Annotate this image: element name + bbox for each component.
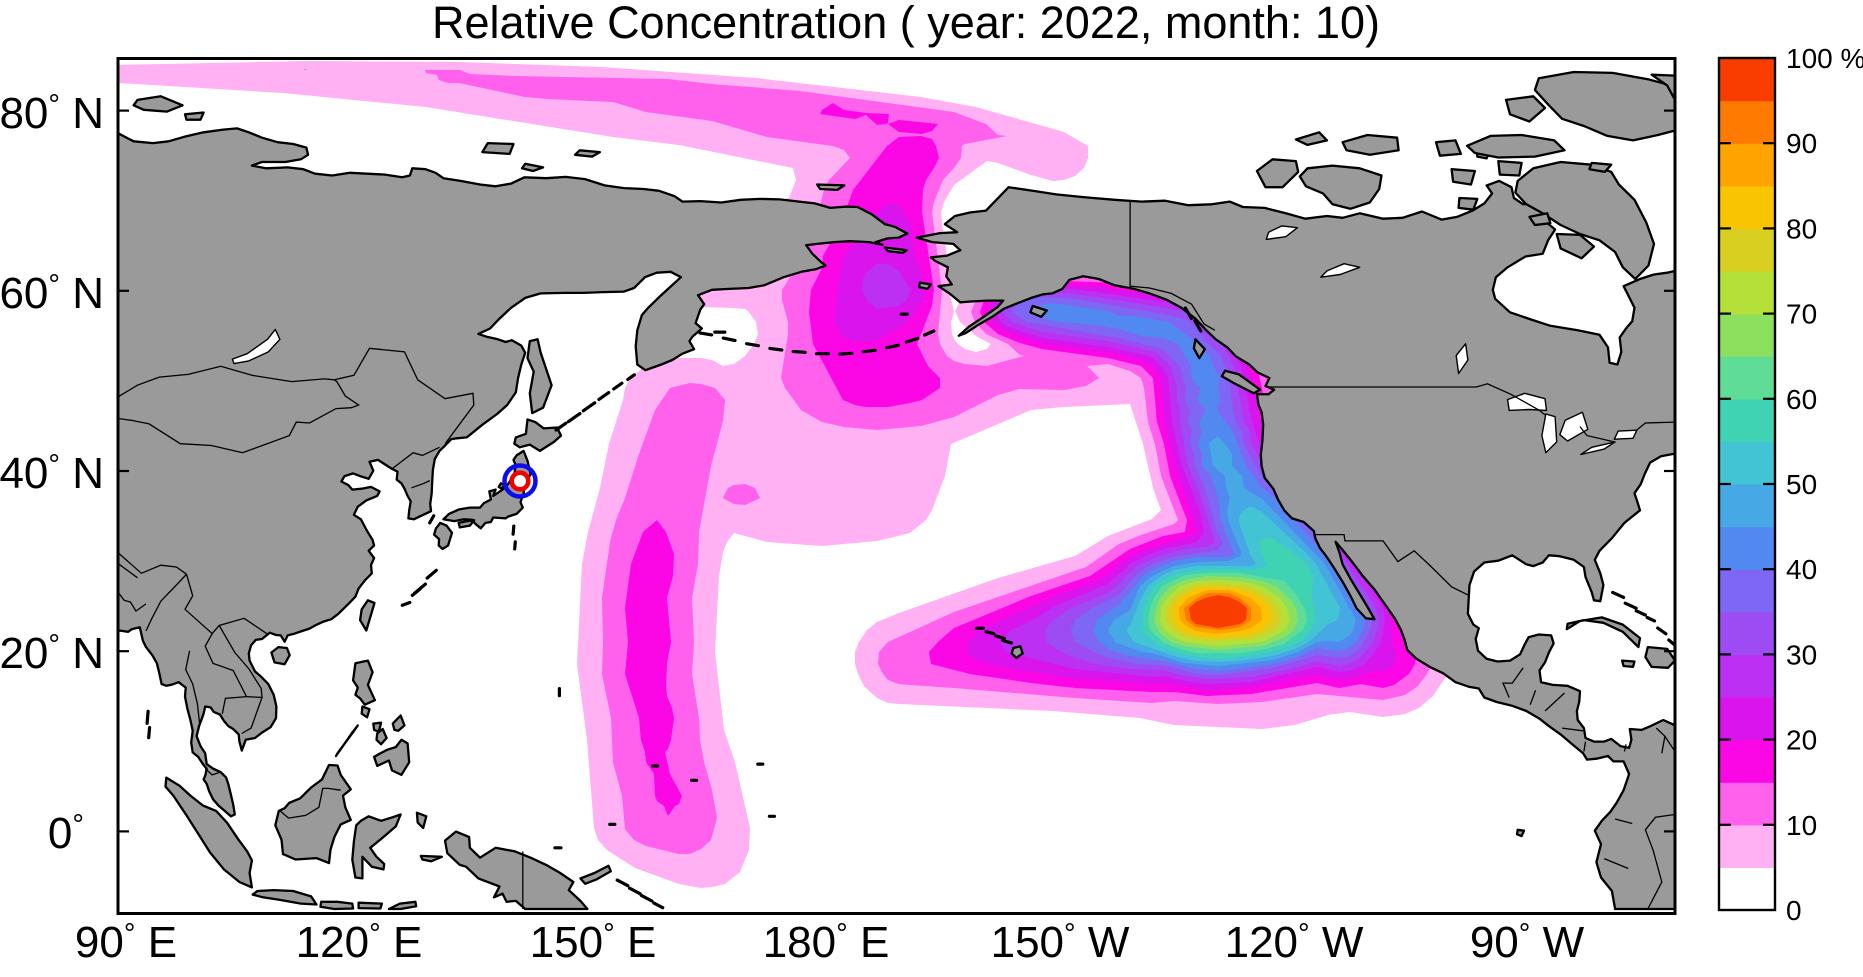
- svg-text:40: 40: [1786, 554, 1817, 585]
- svg-text:150° E: 150° E: [530, 918, 657, 967]
- svg-text:120° E: 120° E: [296, 918, 423, 967]
- svg-text:80: 80: [1786, 213, 1817, 244]
- svg-text:20: 20: [1786, 725, 1817, 756]
- svg-text:50: 50: [1786, 469, 1817, 500]
- svg-text:70: 70: [1786, 299, 1817, 330]
- svg-text:100 %: 100 %: [1786, 43, 1863, 74]
- svg-text:0: 0: [1786, 895, 1802, 926]
- svg-text:150° W: 150° W: [991, 918, 1130, 967]
- svg-text:30: 30: [1786, 639, 1817, 670]
- svg-text:Relative Concentration ( year:: Relative Concentration ( year: 2022, mon…: [432, 0, 1380, 48]
- svg-text:90: 90: [1786, 128, 1817, 159]
- svg-text:10: 10: [1786, 810, 1817, 841]
- svg-text:180° E: 180° E: [763, 918, 890, 967]
- svg-text:120° W: 120° W: [1225, 918, 1364, 967]
- svg-text:80° N: 80° N: [0, 89, 104, 138]
- svg-text:60: 60: [1786, 384, 1817, 415]
